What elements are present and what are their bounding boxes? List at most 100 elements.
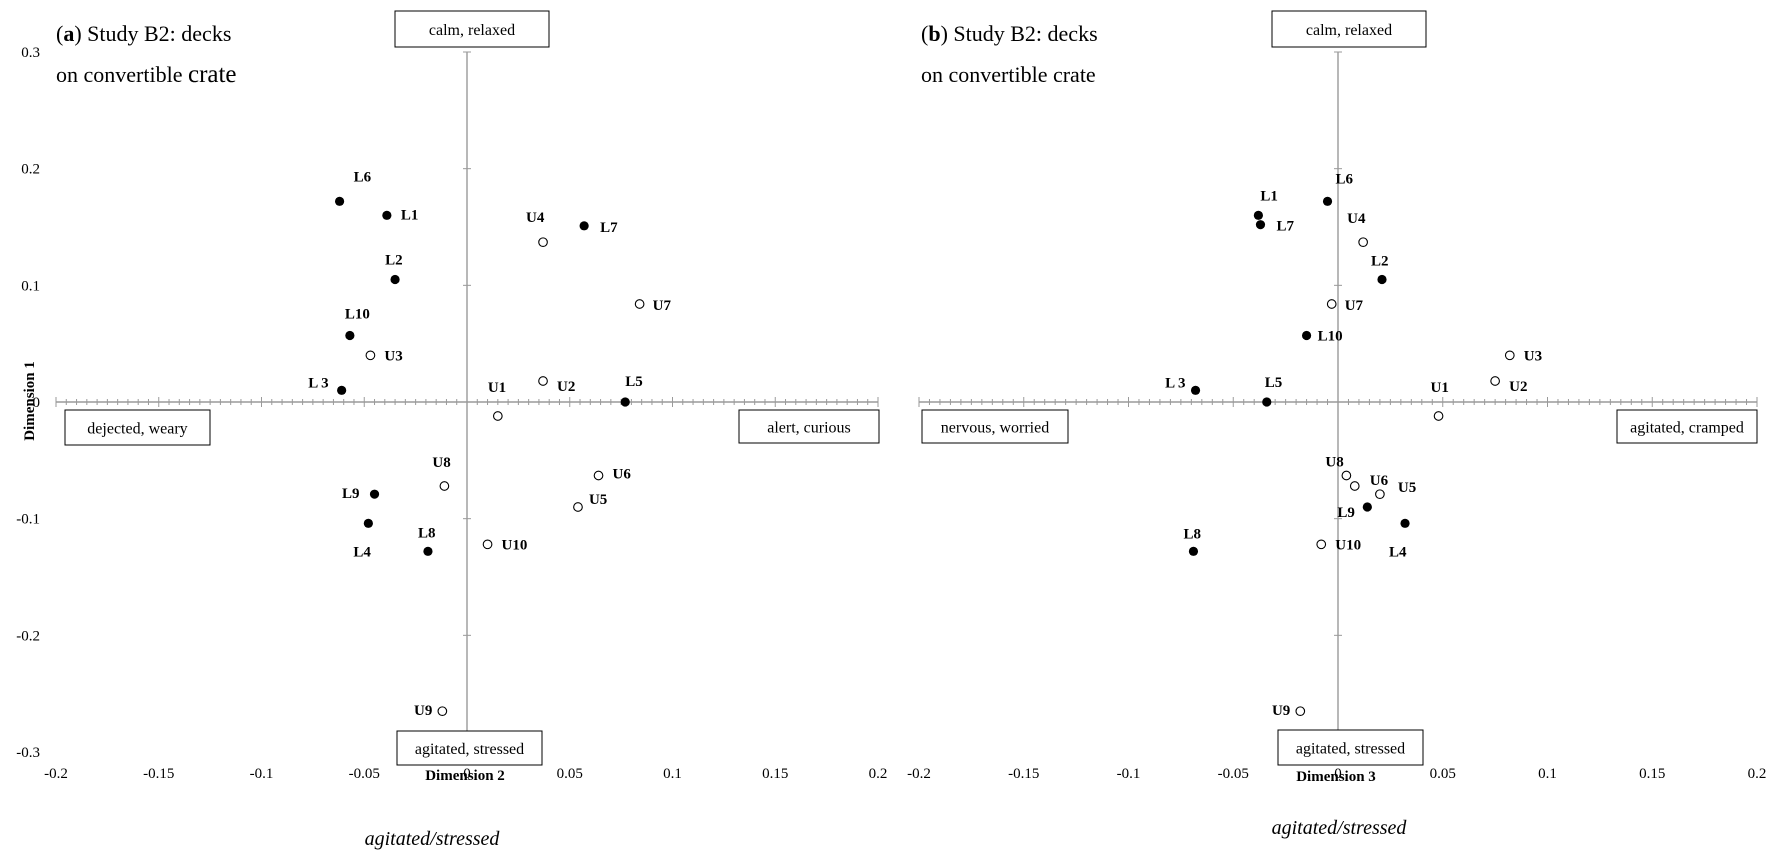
point-label-l6: L6 (354, 169, 372, 185)
point-marker-l2 (1377, 274, 1387, 285)
panel-a-title-crate: crate (188, 61, 237, 88)
quadrant-label-top: calm, relaxed (1306, 22, 1392, 39)
point-label-u5: U5 (589, 492, 607, 508)
point-label-l7: L7 (600, 220, 618, 236)
y-tick-label: -0.1 (16, 512, 40, 528)
point-marker-u1 (492, 411, 503, 421)
point-marker-u10 (1316, 539, 1327, 550)
y-tick-label: 0.3 (21, 45, 40, 61)
point-label-l1: L1 (1260, 188, 1278, 204)
x-tick-label: 0.05 (1430, 766, 1456, 782)
panel-b-title-line2: on convertible crate (921, 62, 1096, 87)
panel-b-points: L1 L7 L6 L2 L10 L 3 L5 L9 L4 L8 U4 U7 U3 U2 U1 U8 U6 U5 U1… (1165, 171, 1542, 719)
quadrant-box-bottom (1277, 729, 1424, 766)
point-marker-u7 (1326, 299, 1337, 309)
quadrant-box-top (1271, 10, 1427, 48)
point-label-u8: U8 (432, 455, 450, 471)
point-label-u9: U9 (1272, 703, 1290, 719)
point-label-u1: U1 (1431, 380, 1449, 396)
point-marker-l10 (1301, 330, 1312, 341)
point-label-u6: U6 (613, 467, 632, 483)
x-tick-label: 0 (463, 766, 471, 782)
y-tick-label: -0.3 (16, 745, 40, 761)
quadrant-label-top: calm, relaxed (429, 22, 515, 39)
x-tick-label: 0.2 (869, 766, 888, 782)
x-tick-label: -0.2 (907, 766, 931, 782)
panel-b-title-rest: ) Study B2: decks (941, 21, 1098, 46)
panel-b-letter: b (928, 21, 940, 46)
panel-b-title-line1: (b) Study B2: decks (921, 21, 1098, 46)
point-label-l8: L8 (418, 525, 436, 541)
point-marker-u2 (538, 376, 548, 386)
point-label-l5: L5 (1265, 375, 1283, 391)
x-tick-label: -0.15 (143, 766, 174, 782)
y-axis-title: Dimension 1 (22, 361, 38, 441)
point-label-u7: U7 (653, 298, 672, 314)
x-tick-label: -0.2 (44, 766, 68, 782)
point-marker-u5 (1375, 489, 1385, 500)
point-marker-l10 (345, 330, 355, 341)
point-marker-u8 (439, 481, 450, 491)
x-tick-label: 0.15 (1639, 766, 1665, 782)
point-marker-u3 (1504, 350, 1515, 361)
point-marker-l1 (1253, 210, 1263, 220)
panel-b-scatter: (b) Study B2: decks on convertible crate… (907, 10, 1766, 839)
panel-b-title-line2-prefix: on convertible crate (921, 62, 1096, 87)
quadrant-box-left (64, 409, 211, 446)
point-label-u4: U4 (526, 210, 545, 226)
point-label-u3: U3 (384, 348, 402, 364)
point-marker-l4 (1400, 518, 1410, 528)
x-tick-label: -0.05 (349, 766, 380, 782)
point-label-l10: L10 (1318, 329, 1343, 345)
quadrant-label-left: nervous, worried (941, 420, 1049, 437)
point-marker-l4 (363, 518, 373, 528)
point-marker-u1 (1433, 411, 1444, 421)
point-marker-u7 (634, 299, 645, 309)
point-marker-u8 (1341, 470, 1352, 481)
panel-a-letter: a (63, 21, 74, 46)
point-label-l3: L 3 (1165, 375, 1185, 391)
x-tick-label: 0 (1334, 766, 1342, 782)
y-tick-label: 0.2 (21, 162, 40, 178)
panel-a-title-line2: on convertible crate (56, 61, 237, 88)
point-marker-u4 (538, 237, 548, 248)
point-marker-l6 (334, 196, 345, 206)
point-label-u6: U6 (1370, 473, 1389, 489)
quadrant-box-bottom (396, 730, 543, 766)
point-marker-u5 (573, 502, 583, 512)
point-label-u10: U10 (1335, 537, 1361, 553)
panel-b-x-axis-title: Dimension 3 (1296, 769, 1376, 785)
panel-a-title-rest: ) Study B2: decks (74, 21, 231, 46)
panel-a-scatter: (a) Study B2: decks on convertible crate… (16, 10, 887, 850)
point-marker-u10 (482, 539, 493, 550)
y-tick-label: -0.2 (16, 628, 40, 644)
point-marker-l2 (390, 274, 400, 285)
point-label-u4: U4 (1347, 211, 1366, 227)
point-label-l3: L 3 (308, 375, 328, 391)
point-label-l8: L8 (1183, 526, 1201, 542)
point-label-l9: L9 (342, 486, 360, 502)
panel-a-title-line2-prefix: on convertible (56, 62, 188, 87)
point-label-l2: L2 (385, 253, 403, 269)
point-marker-u9 (437, 706, 448, 717)
point-marker-l6 (1322, 196, 1333, 206)
y-tick-label: 0 (33, 395, 41, 411)
quadrant-label-right: alert, curious (767, 420, 851, 437)
x-tick-label: -0.05 (1218, 766, 1249, 782)
quadrant-box-left (921, 409, 1069, 444)
panel-a-axes: -0.2 -0.15 -0.1 -0.05 0 0.05 0.1 0.15 0.2 0.3 0.2 0… (16, 45, 887, 782)
point-label-u1: U1 (488, 380, 506, 396)
quadrant-label-left: dejected, weary (87, 421, 187, 438)
point-marker-u2 (1490, 376, 1500, 386)
point-label-l6: L6 (1336, 171, 1354, 187)
point-marker-l1 (382, 210, 392, 220)
point-marker-u9 (1295, 706, 1306, 717)
panel-b-quadrant-labels: calm, relaxed agitated, stressed nervous, … (921, 10, 1758, 766)
point-label-l4: L4 (1389, 544, 1407, 560)
quadrant-box-right (1616, 409, 1758, 444)
x-tick-label: 0.15 (762, 766, 788, 782)
x-tick-label: -0.1 (250, 766, 274, 782)
quadrant-box-top (394, 10, 550, 48)
point-marker-l3 (1190, 385, 1201, 395)
point-label-u8: U8 (1325, 455, 1343, 471)
